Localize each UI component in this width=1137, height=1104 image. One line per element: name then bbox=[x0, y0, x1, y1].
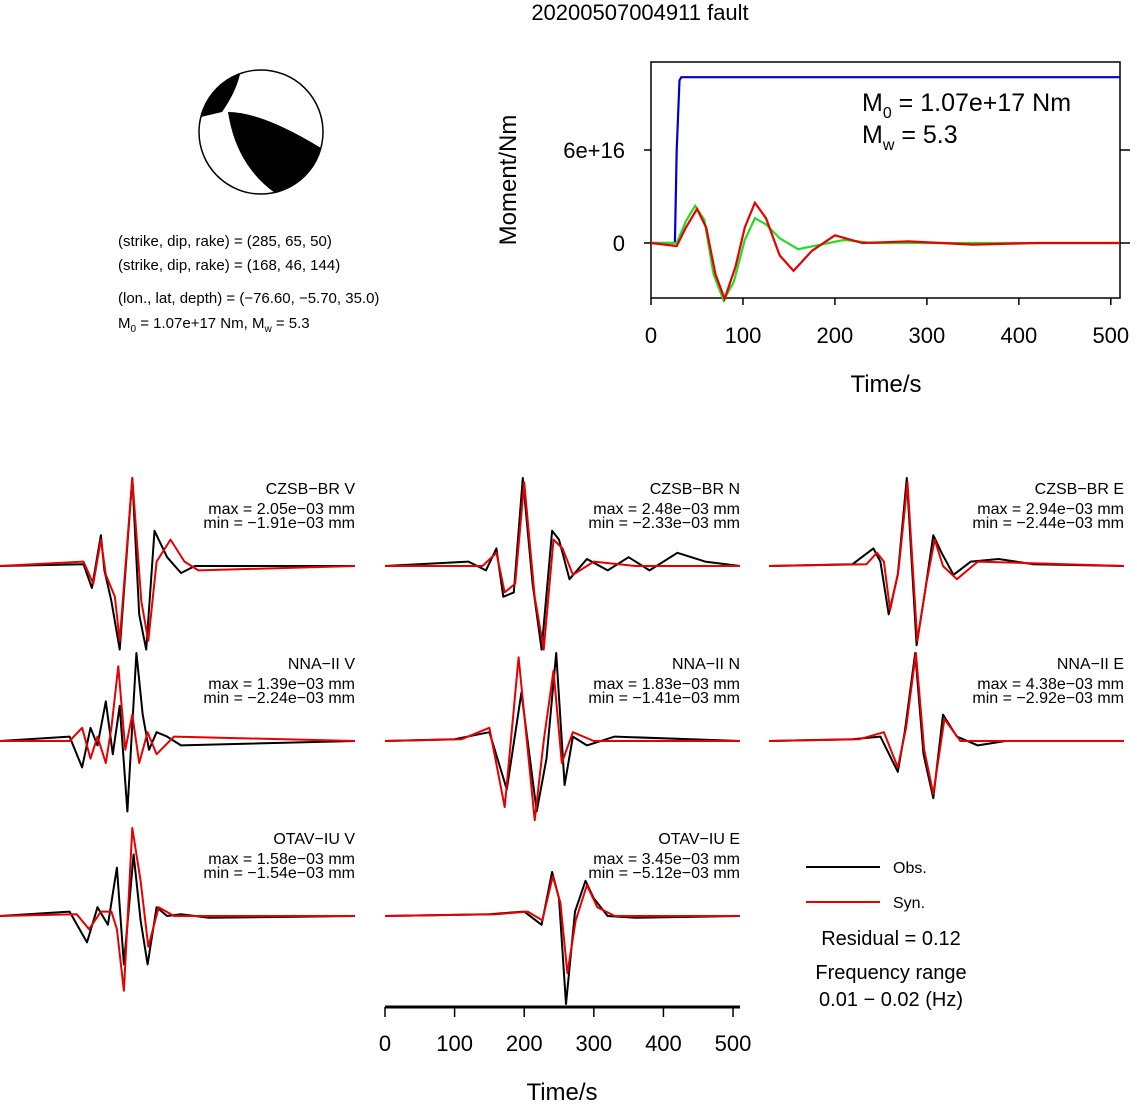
synthetic-trace bbox=[768, 481, 1125, 642]
station-name: CZSB−BR V bbox=[266, 481, 356, 498]
waveform-x-tick-label: 300 bbox=[575, 1031, 612, 1056]
station-name: CZSB−BR N bbox=[650, 481, 740, 498]
station-max: max = 2.48e−03 mm bbox=[593, 501, 740, 518]
stf-series bbox=[650, 76, 1120, 304]
nodal-plane-1: (strike, dip, rake) = (285, 65, 50) bbox=[118, 233, 332, 250]
station-max: max = 3.45e−03 mm bbox=[593, 851, 740, 868]
synthetic-trace bbox=[768, 652, 1124, 795]
observed-trace bbox=[0, 853, 356, 966]
station-max: max = 2.94e−03 mm bbox=[977, 501, 1124, 518]
stf-y-axis-label: Moment/Nm bbox=[495, 115, 522, 246]
waveform-x-tick-label: 0 bbox=[379, 1031, 391, 1056]
waveform-x-tick-label: 400 bbox=[645, 1031, 682, 1056]
station-name: CZSB−BR E bbox=[1035, 481, 1124, 498]
residual-text: Residual = 0.12 bbox=[821, 928, 961, 950]
station-min: min = −1.91e−03 mm bbox=[203, 515, 355, 532]
station-min: min = −2.33e−03 mm bbox=[588, 515, 740, 532]
station-min: min = −2.24e−03 mm bbox=[203, 690, 355, 707]
stf-mw-label: Mw = 5.3 bbox=[862, 121, 958, 154]
observed-trace bbox=[384, 477, 741, 651]
station-min: min = −1.54e−03 mm bbox=[203, 865, 355, 882]
stf-x-tick-label: 500 bbox=[1092, 323, 1129, 348]
beachball-compression-quadrant-lower bbox=[228, 112, 321, 193]
station-min: min = −1.41e−03 mm bbox=[588, 690, 740, 707]
synthetic-trace bbox=[384, 875, 740, 975]
waveform-x-tick-label: 100 bbox=[436, 1031, 473, 1056]
frequency-range-title: Frequency range bbox=[815, 962, 966, 984]
station-max: max = 2.05e−03 mm bbox=[208, 501, 355, 518]
stf-x-axis-label: Time/s bbox=[850, 371, 921, 398]
observed-trace bbox=[384, 871, 741, 1005]
stf-series-line-2 bbox=[651, 203, 1120, 304]
station-max: max = 1.39e−03 mm bbox=[208, 676, 355, 693]
station-min: min = −2.92e−03 mm bbox=[972, 690, 1124, 707]
waveform-x-tick-label: 500 bbox=[715, 1031, 752, 1056]
frequency-range-value: 0.01 − 0.02 (Hz) bbox=[819, 989, 963, 1011]
focal-mechanism-beachball bbox=[198, 69, 324, 195]
legend-obs-label: Obs. bbox=[893, 860, 927, 877]
observed-trace bbox=[0, 652, 356, 813]
station-name: NNA−II E bbox=[1057, 656, 1124, 673]
moment-magnitude-line: M0 = 1.07e+17 Nm, Mw = 5.3 bbox=[118, 315, 310, 335]
legend: Obs. Syn. Residual = 0.12 Frequency rang… bbox=[806, 860, 967, 1011]
stf-series-line-3 bbox=[650, 200, 1120, 303]
stf-y-tick-label: 0 bbox=[613, 231, 625, 256]
stf-x-tick-label: 0 bbox=[645, 323, 657, 348]
station-name: NNA−II N bbox=[672, 656, 740, 673]
stf-m0-label: M0 = 1.07e+17 Nm bbox=[862, 89, 1071, 122]
beachball-compression-quadrant-upper bbox=[201, 74, 240, 117]
station-name: NNA−II V bbox=[288, 656, 355, 673]
waveform-x-tick-label: 200 bbox=[506, 1031, 543, 1056]
synthetic-trace bbox=[0, 477, 356, 642]
stf-axes: 0 100 200 300 400 500 0 6e+16 bbox=[563, 138, 1130, 348]
station-min: min = −2.44e−03 mm bbox=[972, 515, 1124, 532]
synthetic-trace bbox=[0, 665, 356, 764]
waveform-x-axis-label: Time/s bbox=[526, 1079, 597, 1104]
station-name: OTAV−IU V bbox=[273, 831, 355, 848]
station-name: OTAV−IU E bbox=[658, 831, 740, 848]
waveform-time-axis: 0 100 200 300 400 500 bbox=[379, 1005, 752, 1056]
observed-trace bbox=[768, 652, 1124, 800]
legend-syn-label: Syn. bbox=[893, 895, 925, 912]
nodal-plane-2: (strike, dip, rake) = (168, 46, 144) bbox=[118, 257, 340, 274]
station-max: max = 1.83e−03 mm bbox=[593, 676, 740, 693]
mechanism-info: (strike, dip, rake) = (285, 65, 50) (str… bbox=[118, 233, 379, 335]
station-min: min = −5.12e−03 mm bbox=[588, 865, 740, 882]
hypocenter: (lon., lat, depth) = (−76.60, −5.70, 35.… bbox=[118, 290, 379, 307]
stf-x-tick-label: 100 bbox=[725, 323, 762, 348]
stf-x-tick-label: 400 bbox=[1000, 323, 1037, 348]
stf-y-tick-label: 6e+16 bbox=[563, 138, 625, 163]
station-max: max = 1.58e−03 mm bbox=[208, 851, 355, 868]
stf-plot-frame bbox=[650, 61, 1121, 299]
synthetic-trace bbox=[385, 481, 740, 651]
figure-title: 20200507004911 fault bbox=[531, 0, 748, 25]
stf-x-tick-label: 200 bbox=[817, 323, 854, 348]
synthetic-trace bbox=[0, 827, 355, 992]
synthetic-trace bbox=[384, 656, 740, 822]
stf-x-tick-label: 300 bbox=[909, 323, 946, 348]
station-max: max = 4.38e−03 mm bbox=[977, 676, 1124, 693]
